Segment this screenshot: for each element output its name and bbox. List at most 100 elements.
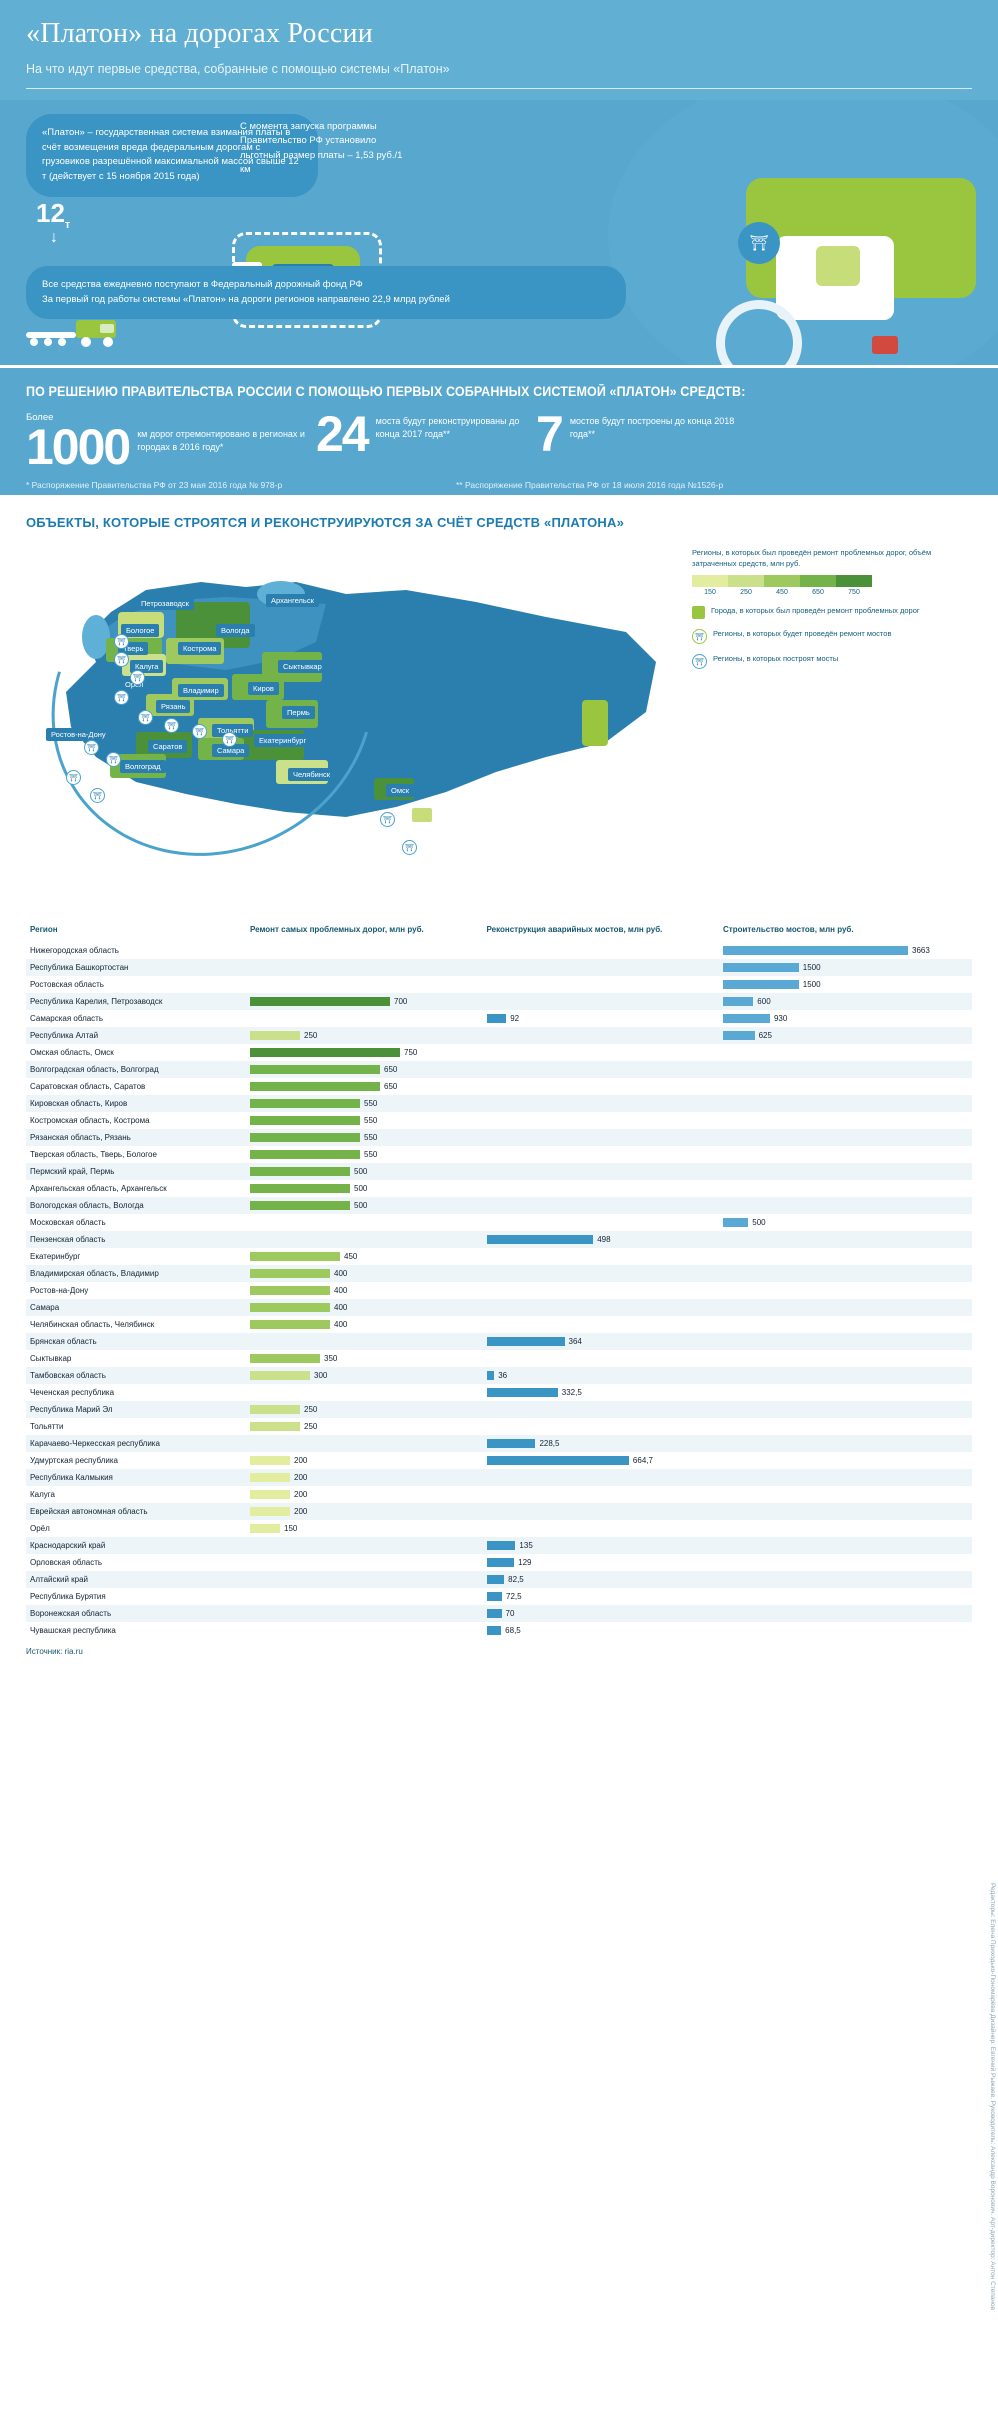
source-note: Источник: ria.ru [26,1646,83,1656]
bar [250,1506,290,1516]
data-table-section: Регион Ремонт самых проблемных дорог, мл… [0,915,998,1666]
legend-scale-number: 750 [848,589,860,596]
bar [723,962,799,972]
table-row: Еврейская автономная область 200 [26,1502,972,1520]
map-label-city: Бологое [121,624,160,637]
legend-row-bridge-build: ⛩ Регионы, в которых построят мосты [692,654,972,669]
bar-cell-empty [482,1094,719,1112]
bar-value-label: 700 [394,996,408,1006]
bar-cell: 500 [246,1162,483,1180]
truck-wheel [716,300,802,365]
bar-value-label: 500 [354,1183,368,1193]
bar-value-label: 650 [384,1081,398,1091]
map-bridge-pin: ⛩ [402,840,417,855]
bar-cell-empty [719,1418,972,1435]
bar [486,1625,502,1635]
table-row: Архангельская область, Архангельск 500 [26,1180,972,1197]
bar-cell: 400 [246,1282,483,1299]
table-row: Республика Карелия, Петрозаводск 700 600 [26,992,972,1010]
bar-value-label: 250 [304,1404,318,1414]
bar [250,996,390,1006]
bar-cell: 550 [246,1146,483,1163]
bar-cell-empty [719,1588,972,1605]
bar-value-label: 930 [773,1013,788,1023]
bar [250,1047,400,1057]
platon-definition-bubble: «Платон» – государственная система взима… [26,114,318,197]
table-row: Республика Алтай 250 625 [26,1026,972,1044]
bar-cell: 70 [482,1604,719,1622]
cell-region-name: Пензенская область [26,1230,246,1248]
table-row: Удмуртская республика 200 664,7 [26,1452,972,1469]
bar-value-label: 364 [568,1336,582,1346]
bar [486,1336,565,1346]
bar [486,1234,594,1244]
bar-cell-empty [482,1162,719,1180]
fund-line-2: За первый год работы системы «Платон» на… [42,293,450,305]
bar [486,1574,505,1584]
map-bridge-pin: ⛩ [222,732,237,747]
bar-wrapper: 400 [250,1302,479,1313]
table-row: Республика Марий Эл 250 [26,1400,972,1418]
stats-footnotes: * Распоряжение Правительства РФ от 23 ма… [26,480,972,490]
cell-region-name: Алтайский край [26,1570,246,1588]
bar-cell-empty [719,1350,972,1367]
bar-cell: 92 [483,1010,720,1027]
bar-value-label: 72,5 [506,1591,522,1601]
bar-wrapper: 250 [250,1030,479,1041]
bar-wrapper: 364 [486,1336,716,1347]
bar-wrapper: 200 [250,1489,479,1500]
table-row: Пензенская область 498 [26,1230,972,1248]
cell-region-name: Чувашская республика [30,1625,116,1635]
bar-wrapper: 129 [486,1557,716,1568]
bar-value-label: 92 [510,1013,520,1023]
legend-label-cities: Города, в которых был проведён ремонт пр… [711,606,920,615]
bar-cell-empty [482,1196,719,1214]
map-bridge-pin: ⛩ [66,770,81,785]
bar-cell: 550 [246,1128,483,1146]
bar-value-label: 500 [752,1217,766,1227]
bar-value-label: 200 [294,1455,308,1465]
bar-value-label: 36 [498,1370,508,1380]
bar [250,1200,350,1210]
bar-cell-empty [246,1434,483,1452]
table-row: Тамбовская область 300 36 [26,1366,972,1384]
bar-value-label: 750 [404,1047,418,1057]
bar-cell: 250 [246,1026,483,1044]
bar-cell: 3663 [719,942,972,959]
cell-region-name: Тамбовская область [26,1366,246,1384]
bar [250,1132,360,1142]
map-label-city: Калуга [130,660,164,673]
table-row: Костромская область, Кострома 550 [26,1112,972,1129]
bar-value-label: 664,7 [632,1455,653,1465]
bar-cell: 135 [482,1536,719,1554]
col-road-repair: Ремонт самых проблемных дорог, млн руб. [250,925,424,934]
bar-wrapper: 1500 [723,979,968,990]
bar-cell: 332,5 [483,1384,720,1401]
bar-value-label: 450 [344,1251,358,1261]
bar-cell-empty [483,1146,720,1163]
bar [250,1421,300,1431]
bar-wrapper: 3663 [723,945,968,956]
cell-region-name: Республика Карелия, Петрозаводск [26,992,246,1010]
bar-wrapper: 625 [723,1030,968,1041]
cell-region-name: Ростовская область [30,979,104,989]
table-row: Тверская область, Тверь, Бологое 550 [26,1146,972,1163]
cell-region-name: Республика Башкортостан [26,958,246,976]
bar-cell-empty [719,1622,972,1639]
bar [250,1523,280,1533]
cell-region-name: Тольятти [30,1421,64,1431]
bar-value-label: 150 [284,1523,298,1533]
table-row: Саратовская область, Саратов 650 [26,1078,972,1095]
bar-wrapper: 600 [723,996,968,1007]
cell-region-name: Самарская область [30,1013,104,1023]
bar-cell: 700 [246,992,483,1010]
stat-value-bridges-build: 7 [536,406,564,462]
bar [723,996,754,1006]
footnote-b: ** Распоряжение Правительства РФ от 18 и… [456,480,724,490]
bar-cell-empty [719,1282,972,1299]
bar-cell-empty [483,1486,720,1503]
bar-cell-empty [719,1536,972,1554]
map-label-city: Омск [386,784,415,797]
cell-region-name: Воронежская область [26,1604,246,1622]
cell-region-name: Еврейская автономная область [26,1502,246,1520]
